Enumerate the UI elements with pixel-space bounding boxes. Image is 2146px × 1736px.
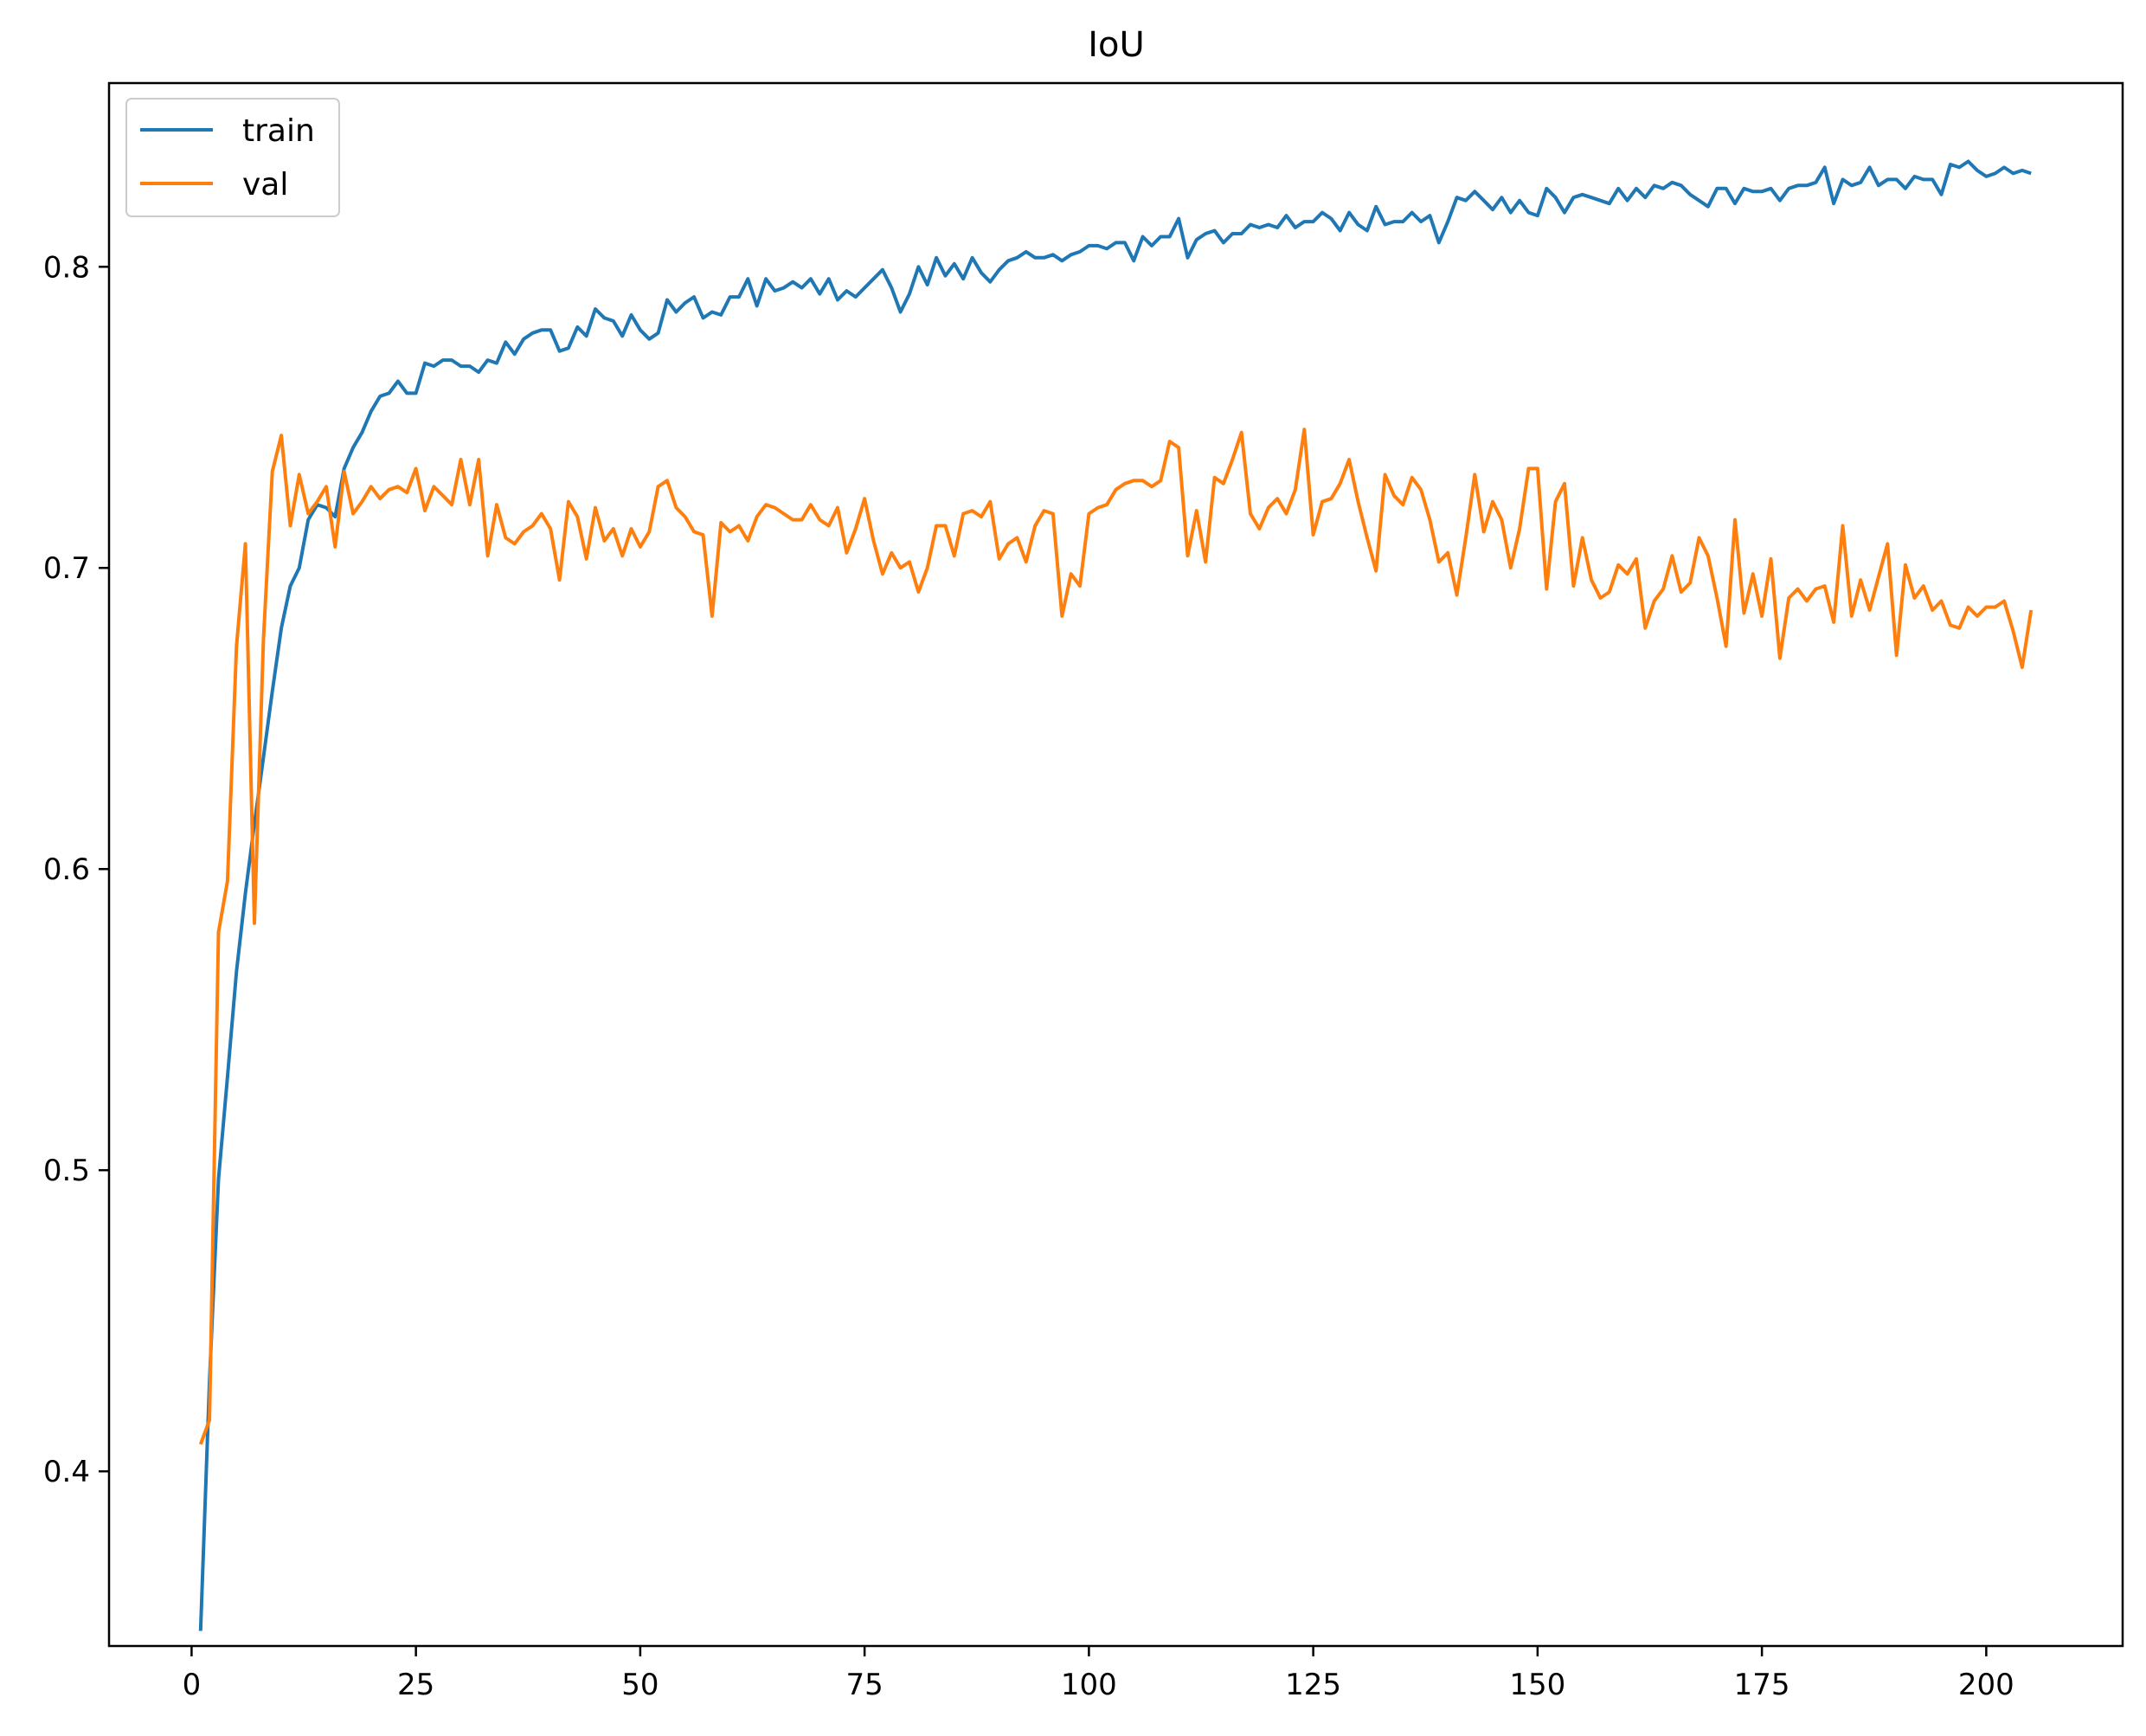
y-tick-label: 0.4: [43, 1455, 90, 1489]
x-tick-label: 75: [846, 1668, 883, 1702]
axes-frame: [107, 81, 2124, 1648]
series-line-train: [198, 159, 2032, 1631]
x-axis: 0 25 50 75 100 125 150 175 200: [183, 1646, 2014, 1702]
legend-label-val: val: [242, 167, 288, 203]
plot-area: [198, 159, 2034, 1631]
x-tick-label: 0: [183, 1668, 202, 1702]
x-tick-label: 25: [397, 1668, 434, 1702]
y-tick-label: 0.8: [43, 250, 90, 285]
x-tick-label: 100: [1061, 1668, 1117, 1702]
chart-title: IoU: [1088, 25, 1145, 65]
series-line-val: [198, 428, 2034, 1445]
x-tick-label: 200: [1958, 1668, 2014, 1702]
y-tick-label: 0.6: [43, 852, 90, 887]
y-tick-label: 0.7: [43, 551, 90, 586]
legend-label-train: train: [242, 113, 315, 149]
y-axis: 0.4 0.5 0.6 0.7 0.8: [43, 250, 109, 1489]
x-tick-label: 150: [1509, 1668, 1565, 1702]
x-tick-label: 125: [1285, 1668, 1341, 1702]
x-tick-label: 175: [1734, 1668, 1790, 1702]
x-tick-label: 50: [621, 1668, 659, 1702]
y-tick-label: 0.5: [43, 1154, 90, 1188]
legend: train val: [125, 98, 340, 217]
